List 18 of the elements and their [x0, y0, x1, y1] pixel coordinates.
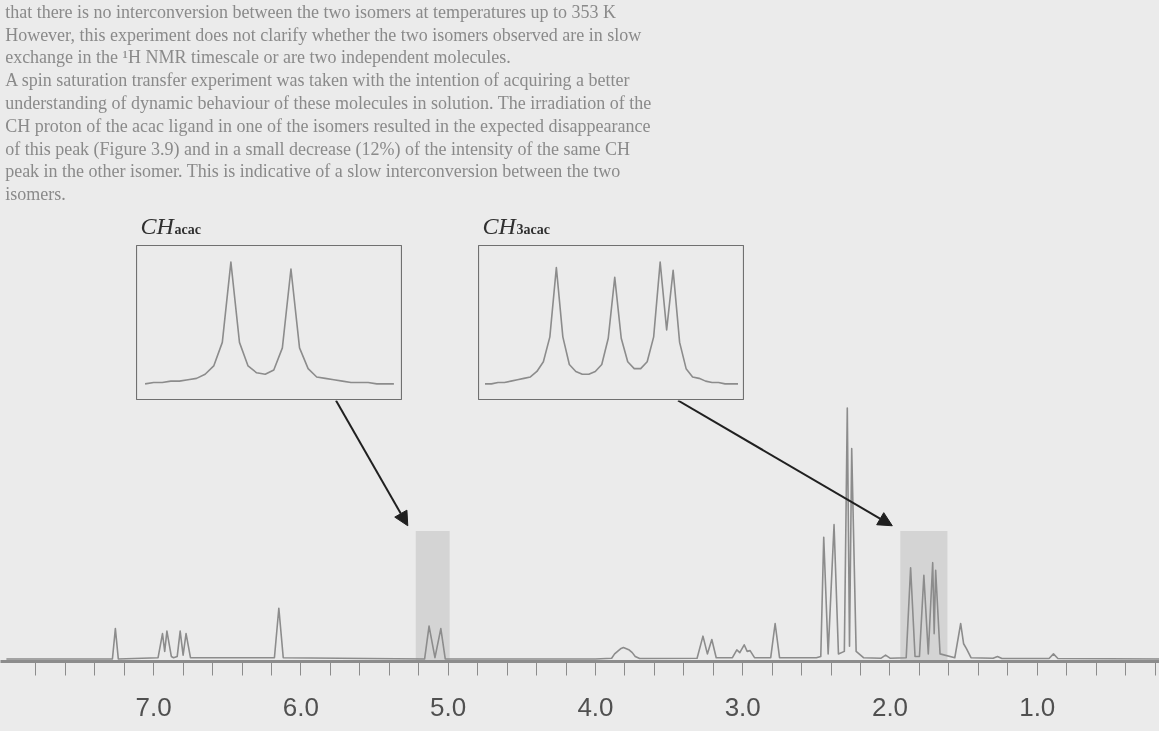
x-tick-label: 2.0: [871, 691, 909, 722]
text: CH proton of the acac ligand in one of the isomers resulted in the expected disappearance: [5, 115, 651, 136]
text: peak in the other isomer. This is indicative of a slow interconversion between the two: [5, 161, 621, 182]
text: isomers.: [5, 184, 66, 205]
text: exchange in the ¹H NMR timescale or are two independent molecules.: [5, 47, 511, 68]
text: understanding of dynamic behaviour of these molecules in solution. The irradiation of the: [5, 93, 652, 113]
x-tick-label: 3.0: [724, 691, 761, 722]
text: of this peak (Figure 3.9) and in a small decrease (12%) of the intensity of the same CH: [5, 138, 630, 160]
chart-title: CH3acac: [482, 212, 550, 239]
x-tick-label: 4.0: [577, 691, 614, 722]
text: However, this experiment does not clarify whether the two isomers observed are in slow: [5, 24, 642, 45]
x-tick-label: 1.0: [1019, 691, 1056, 722]
chart-title: CHacac: [140, 212, 201, 239]
x-tick-label: 7.0: [135, 691, 172, 722]
x-tick-label: 5.0: [430, 691, 467, 722]
text: that there is no interconversion between the two isomers at temperatures up to 353 K: [5, 1, 616, 22]
text: A spin saturation transfer experiment was taken with the intention of acquiring a better: [5, 70, 630, 91]
x-tick-label: 6.0: [282, 691, 320, 722]
